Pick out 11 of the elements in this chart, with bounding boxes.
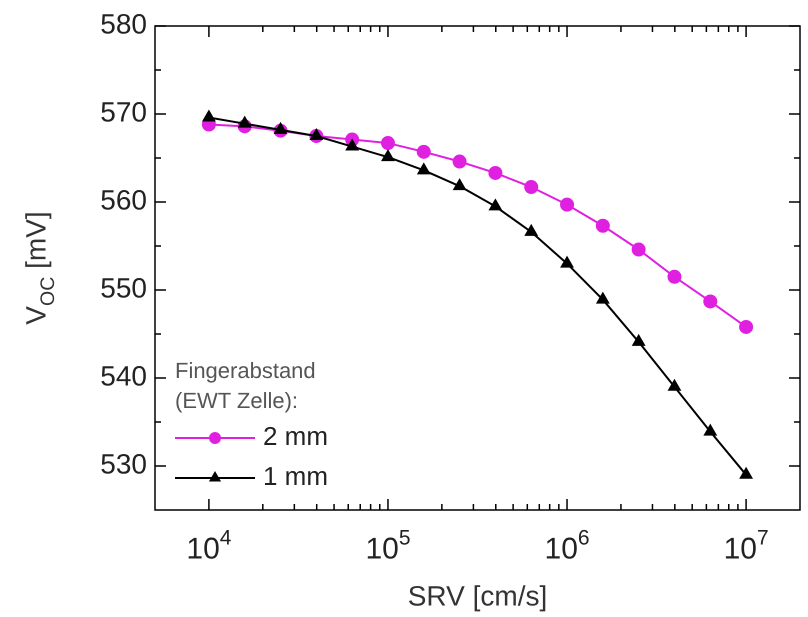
legend-label: 1 mm xyxy=(263,461,328,492)
y-tick-label: 570 xyxy=(100,96,147,128)
y-tick-label: 530 xyxy=(100,448,147,480)
y-tick-label: 540 xyxy=(100,360,147,392)
y-axis-title: VOC [mV] xyxy=(20,211,60,325)
legend-title: Fingerabstand (EWT Zelle): xyxy=(175,358,316,414)
legend-label: 2 mm xyxy=(263,421,328,452)
y-tick-label: 580 xyxy=(100,8,147,40)
x-axis-title: SRV [cm/s] xyxy=(408,580,548,612)
y-tick-label: 550 xyxy=(100,272,147,304)
y-tick-label: 560 xyxy=(100,184,147,216)
